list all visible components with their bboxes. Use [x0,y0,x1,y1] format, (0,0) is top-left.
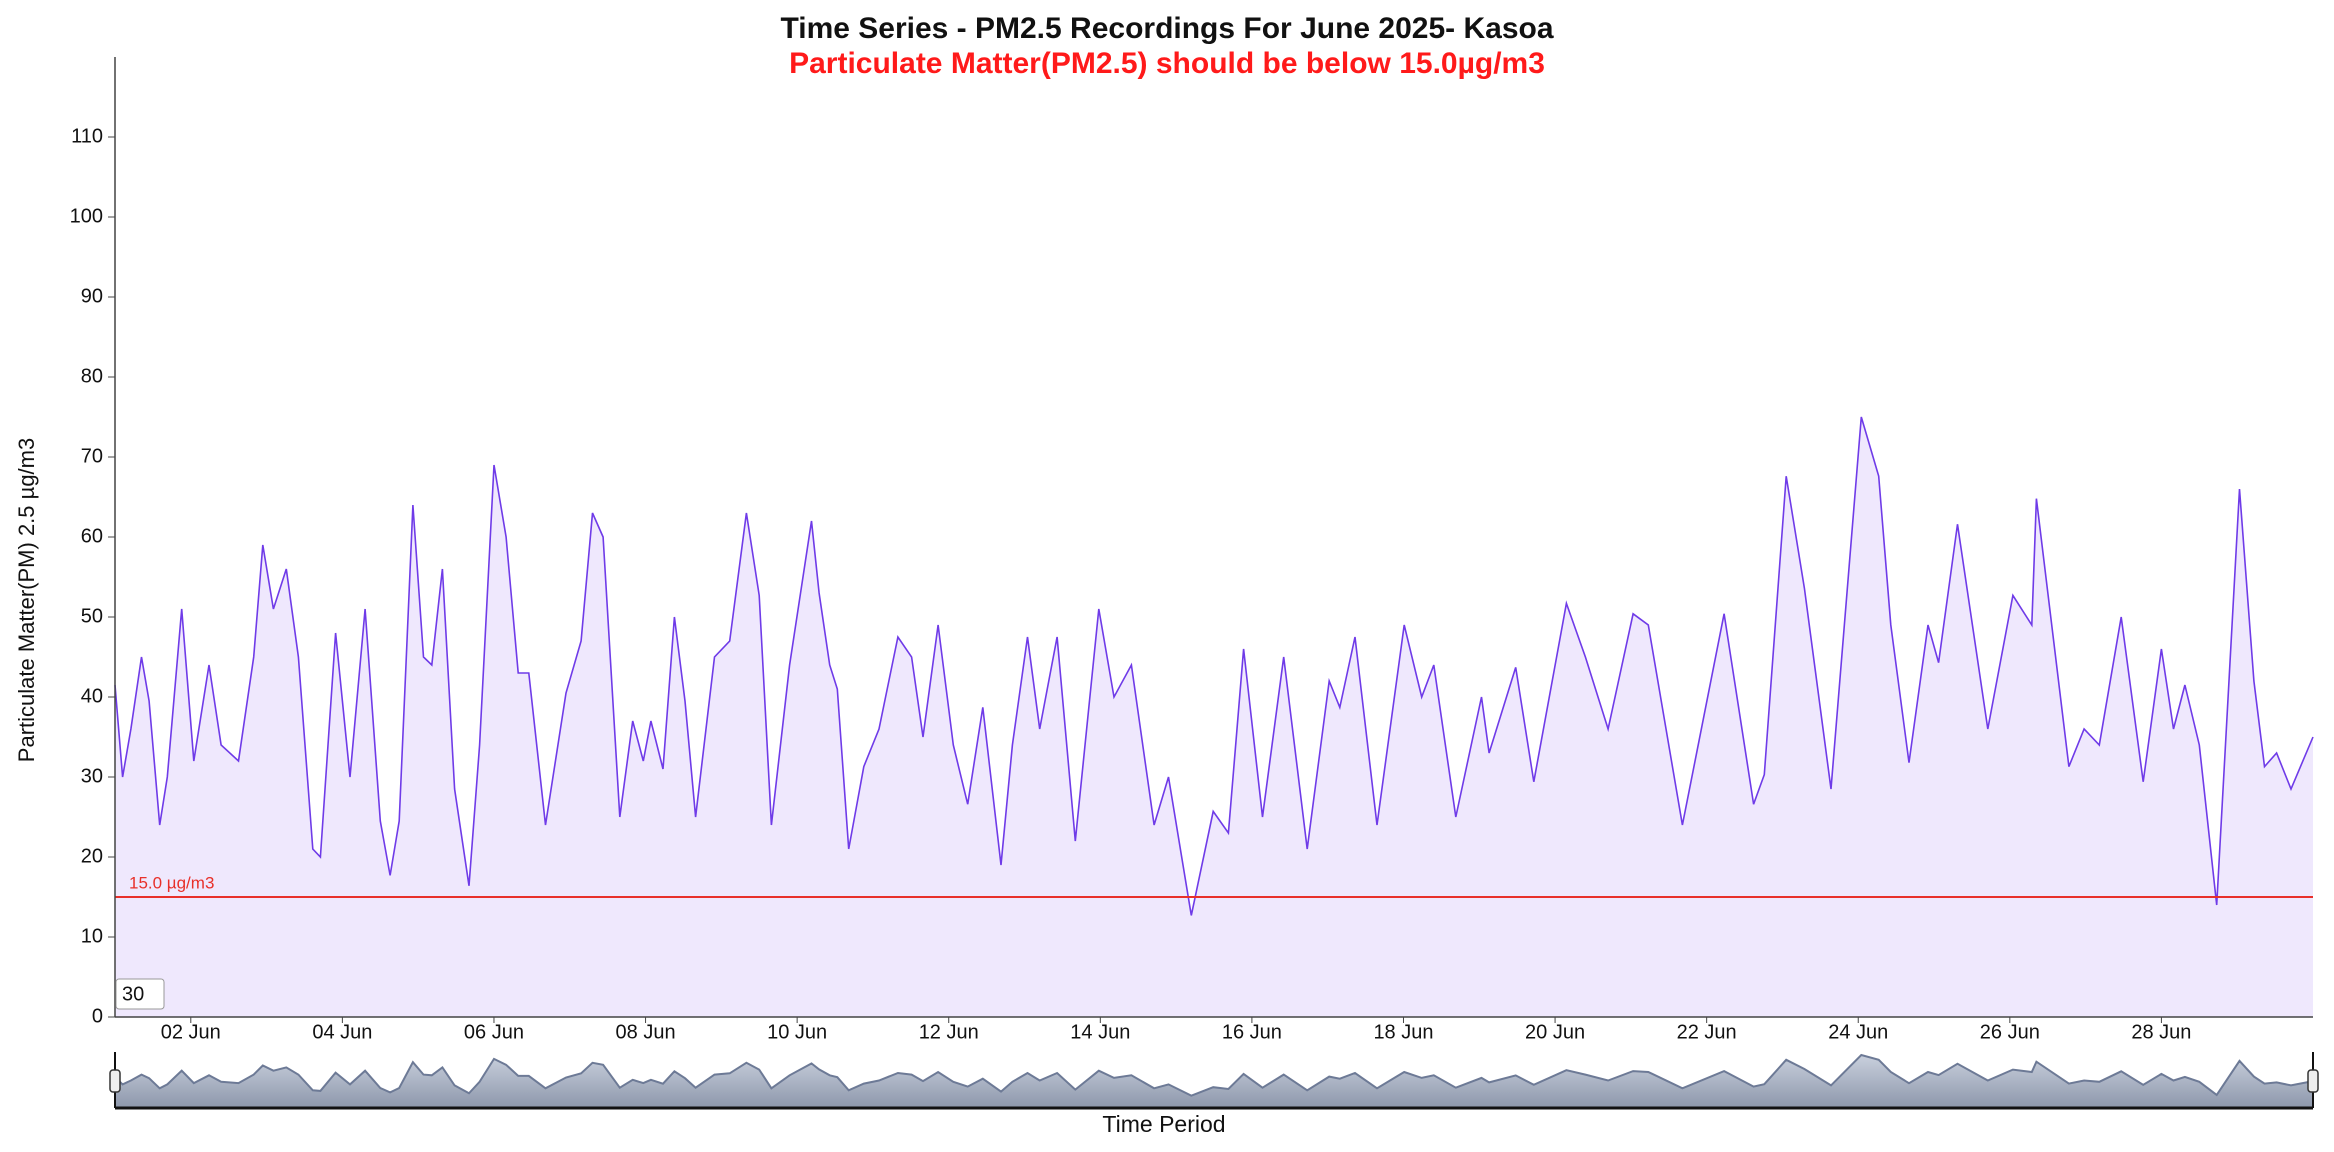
y-tick-label: 0 [92,1005,103,1027]
x-tick-label: 14 Jun [1070,1021,1130,1043]
chart-subtitle: Particulate Matter(PM2.5) should be belo… [789,47,1545,80]
y-tick-label: 100 [70,205,103,227]
plot-area: 15.0 µg/m3 [114,416,2314,1017]
line [114,416,2314,916]
x-tick-label: 28 Jun [2131,1021,2191,1043]
y-tick-label: 80 [81,365,103,387]
y-tick-label: 30 [81,765,103,787]
x-tick-label: 20 Jun [1525,1021,1585,1043]
x-tick-label: 08 Jun [616,1021,676,1043]
chart-title: Time Series - PM2.5 Recordings For June … [780,12,1553,45]
y-tick-label: 10 [81,925,103,947]
x-tick-label: 10 Jun [767,1021,827,1043]
y-tick-label: 40 [81,685,103,707]
threshold-label: 15.0 µg/m3 [129,873,214,892]
slider-line [114,1053,2314,1097]
y-axis-label: Particulate Matter(PM) 2.5 µg/m3 [14,438,39,762]
slider-handle[interactable] [109,1069,121,1093]
range-slider[interactable] [109,1052,2319,1110]
x-tick-label: 26 Jun [1980,1021,2040,1043]
x-tick-label: 06 Jun [464,1021,524,1043]
x-tick-label: 24 Jun [1828,1021,1888,1043]
y-tick-label: 110 [71,125,103,147]
area [115,417,2313,1017]
x-axis-label: Time Period [1102,1111,1225,1137]
x-tick-label: 12 Jun [919,1021,979,1043]
x-tick-label: 02 Jun [161,1021,221,1043]
slider-handle[interactable] [2307,1069,2319,1093]
y-tick-label: 90 [81,285,103,307]
y-tick-label: 70 [81,445,103,467]
x-tick-label: 18 Jun [1373,1021,1433,1043]
x-tick-label: 04 Jun [312,1021,372,1043]
y-tick-label: 50 [81,605,103,627]
window-input[interactable] [115,978,165,1010]
y-tick-label: 60 [81,525,103,547]
y-tick-label: 20 [81,845,103,867]
window-input-value: 30 [122,983,144,1005]
slider-area [115,1055,2313,1108]
x-tick-label: 16 Jun [1222,1021,1282,1043]
x-tick-label: 22 Jun [1677,1021,1737,1043]
